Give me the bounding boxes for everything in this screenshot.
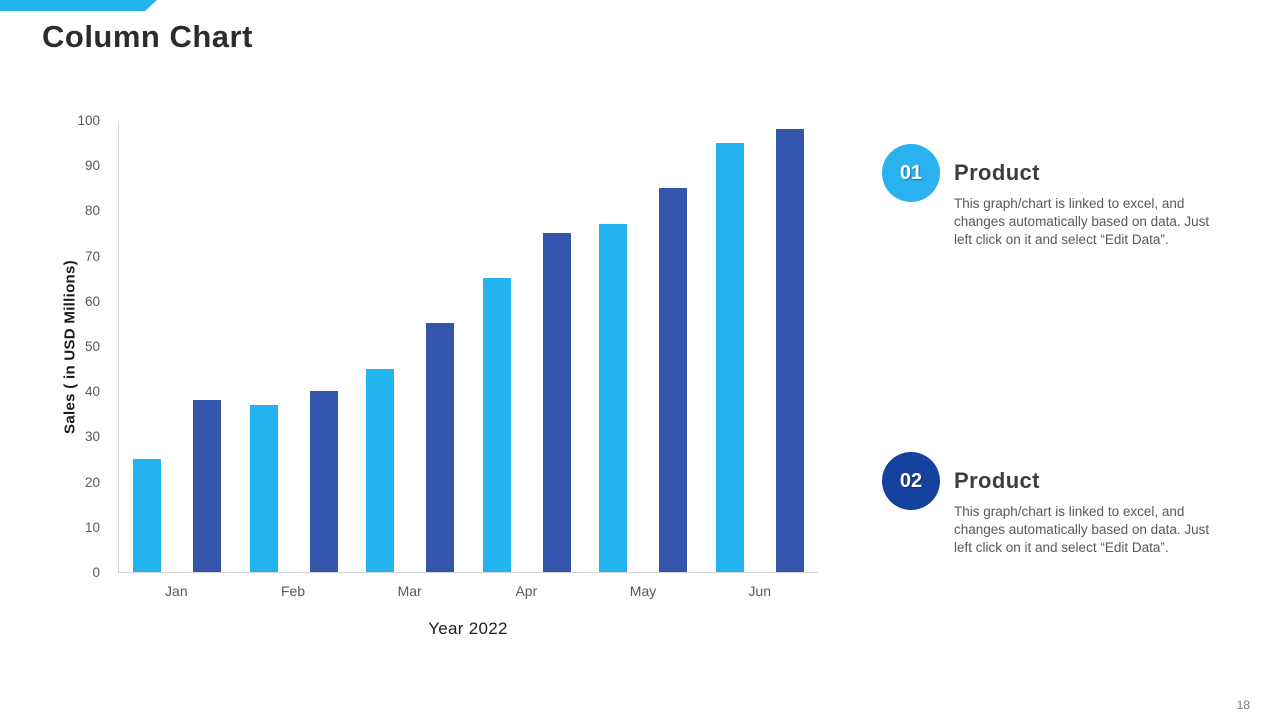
bar-may-product-02[interactable] — [659, 187, 688, 572]
bar-jan-product-02[interactable] — [193, 400, 222, 572]
bar-group-may — [585, 187, 702, 572]
bar-jan-product-01[interactable] — [133, 459, 162, 572]
page-number: 18 — [1236, 698, 1250, 712]
x-tick-label: Mar — [397, 583, 422, 599]
bar-group-apr — [469, 233, 586, 572]
bar-group-mar — [352, 323, 469, 572]
x-axis-title: Year 2022 — [428, 619, 508, 638]
y-tick-label: 80 — [84, 203, 100, 219]
bar-mar-product-02[interactable] — [426, 323, 455, 572]
x-tick-label: May — [629, 583, 657, 599]
x-axis-labels: Jan Feb Mar Apr May Jun — [118, 574, 818, 599]
info-text-01: Product This graph/chart is linked to ex… — [954, 160, 1222, 249]
y-tick-label: 50 — [84, 339, 100, 354]
bars-area — [119, 121, 818, 572]
slide-title: Column Chart — [42, 19, 253, 54]
bar-group-feb — [236, 391, 353, 572]
bar-jun-product-02[interactable] — [775, 129, 804, 572]
bar-apr-product-02[interactable] — [542, 233, 571, 572]
y-tick-label: 20 — [84, 474, 100, 490]
badge-02: 02 — [882, 452, 940, 510]
bar-group-jan — [119, 400, 236, 572]
info-body-01: This graph/chart is linked to excel, and… — [954, 196, 1210, 247]
info-item-product-02: 02 Product This graph/chart is linked to… — [882, 452, 1222, 582]
column-chart[interactable]: Sales ( in USD Millions) 0 10 20 30 40 50 60 70… — [62, 113, 818, 681]
y-tick-label: 0 — [92, 565, 100, 580]
bar-feb-product-02[interactable] — [309, 391, 338, 572]
badge-01-number: 01 — [899, 161, 923, 184]
bar-apr-product-01[interactable] — [482, 278, 511, 572]
y-tick-label: 70 — [84, 248, 100, 264]
bar-group-jun — [702, 129, 819, 572]
info-text-02: Product This graph/chart is linked to ex… — [954, 468, 1222, 557]
info-title-01: Product — [954, 160, 1040, 185]
info-title-02: Product — [954, 468, 1040, 493]
bar-jun-product-01[interactable] — [715, 142, 744, 572]
x-tick-label: Apr — [515, 583, 538, 599]
accent-strip — [0, 0, 157, 11]
y-tick-label: 90 — [84, 158, 100, 174]
plot-area[interactable] — [118, 121, 818, 573]
info-item-product-01: 01 Product This graph/chart is linked to… — [882, 144, 1222, 274]
y-tick-label: 60 — [84, 293, 100, 309]
x-tick-label: Jun — [748, 583, 771, 599]
badge-02-number: 02 — [899, 469, 923, 492]
y-tick-label: 10 — [84, 519, 100, 535]
y-tick-label: 30 — [84, 429, 100, 445]
x-tick-label: Feb — [280, 583, 306, 599]
info-body-02: This graph/chart is linked to excel, and… — [954, 504, 1210, 555]
y-tick-label: 100 — [77, 113, 100, 128]
badge-01: 01 — [882, 144, 940, 202]
bar-may-product-01[interactable] — [599, 223, 628, 572]
bar-mar-product-01[interactable] — [366, 368, 395, 572]
y-axis-ticks: 0 10 20 30 40 50 60 70 80 90 100 — [62, 113, 108, 580]
x-tick-label: Jan — [165, 583, 188, 599]
y-tick-label: 40 — [84, 384, 100, 400]
bar-feb-product-01[interactable] — [249, 404, 278, 572]
